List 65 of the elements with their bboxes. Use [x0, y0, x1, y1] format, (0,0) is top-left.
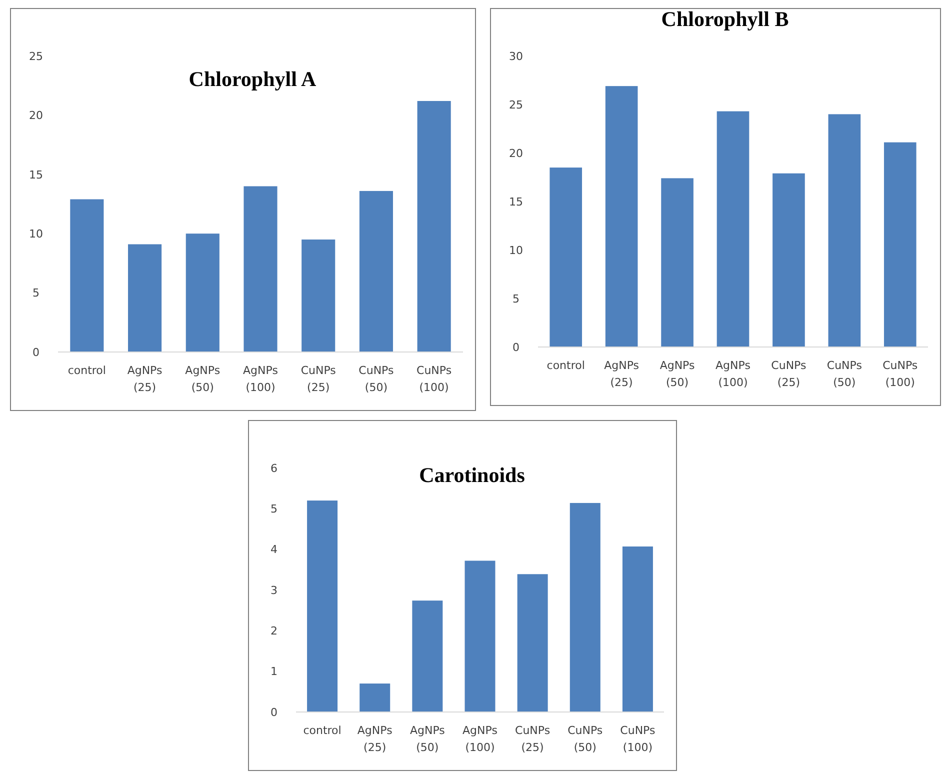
x-tick-label: AgNPs (50) — [410, 724, 446, 754]
bar — [517, 574, 548, 712]
x-tick-label: CuNPs (25) — [771, 359, 807, 389]
x-tick-label: AgNPs (25) — [127, 364, 162, 394]
x-tick-label: CuNPs (50) — [358, 364, 394, 394]
x-tick-label: control — [68, 364, 106, 377]
bar — [772, 173, 805, 347]
chart-title: Carotinoids — [419, 463, 525, 487]
bar — [570, 502, 600, 712]
bar — [70, 199, 104, 352]
bar — [417, 100, 451, 352]
y-tick-label: 3 — [270, 584, 278, 597]
bar — [359, 190, 393, 352]
bar — [605, 86, 638, 347]
y-tick-label: 30 — [509, 50, 523, 63]
y-tick-label: 5 — [512, 292, 520, 306]
bar — [661, 178, 694, 347]
bar — [550, 168, 582, 347]
x-tick-label: CuNPs (100) — [882, 359, 918, 389]
y-tick-label: 5 — [32, 286, 40, 300]
x-tick-label: AgNPs (100) — [462, 724, 498, 754]
x-tick-label: CuNPs (25) — [515, 724, 550, 754]
bar — [128, 244, 162, 352]
x-tick-label: AgNPs (50) — [185, 364, 220, 394]
bar — [186, 234, 220, 352]
x-tick-label: AgNPs (25) — [604, 359, 640, 389]
y-tick-label: 0 — [512, 340, 520, 354]
x-tick-label: AgNPs (100) — [716, 359, 751, 389]
y-tick-label: 20 — [29, 109, 43, 122]
y-tick-label: 0 — [32, 346, 40, 359]
x-tick-label: CuNPs (50) — [568, 724, 603, 754]
y-tick-label: 15 — [509, 195, 523, 208]
y-tick-label: 4 — [270, 543, 278, 556]
y-tick-label: 1 — [270, 665, 278, 678]
x-tick-label: CuNPs (50) — [826, 359, 862, 389]
x-tick-label: AgNPs (50) — [660, 359, 695, 389]
bar — [412, 600, 443, 712]
y-tick-label: 0 — [270, 706, 278, 719]
bar — [307, 500, 338, 712]
bar — [884, 142, 916, 347]
bar — [360, 684, 390, 712]
bar — [622, 546, 653, 712]
y-tick-label: 20 — [509, 146, 523, 160]
y-tick-label: 25 — [29, 50, 43, 63]
x-tick-label: AgNPs (25) — [357, 724, 393, 754]
bar — [302, 240, 336, 352]
x-tick-label: CuNPs (25) — [300, 364, 336, 394]
y-tick-label: 15 — [29, 168, 43, 182]
y-tick-label: 10 — [509, 244, 523, 257]
bar — [828, 114, 861, 347]
y-tick-label: 10 — [29, 227, 43, 240]
y-tick-label: 25 — [509, 98, 523, 112]
y-tick-label: 5 — [270, 502, 278, 516]
x-tick-label: CuNPs (100) — [416, 364, 452, 394]
x-tick-label: AgNPs (100) — [243, 364, 278, 394]
y-tick-label: 2 — [270, 624, 278, 638]
bar — [464, 560, 496, 712]
x-tick-label: CuNPs (100) — [620, 724, 656, 754]
x-tick-label: control — [546, 359, 585, 372]
text: Chlorophyll A — [188, 67, 318, 91]
x-tick-label: control — [303, 724, 342, 737]
chart-title: Chlorophyll B — [661, 7, 789, 31]
bar — [716, 111, 750, 347]
bar — [244, 186, 278, 352]
y-tick-label: 6 — [270, 462, 278, 475]
